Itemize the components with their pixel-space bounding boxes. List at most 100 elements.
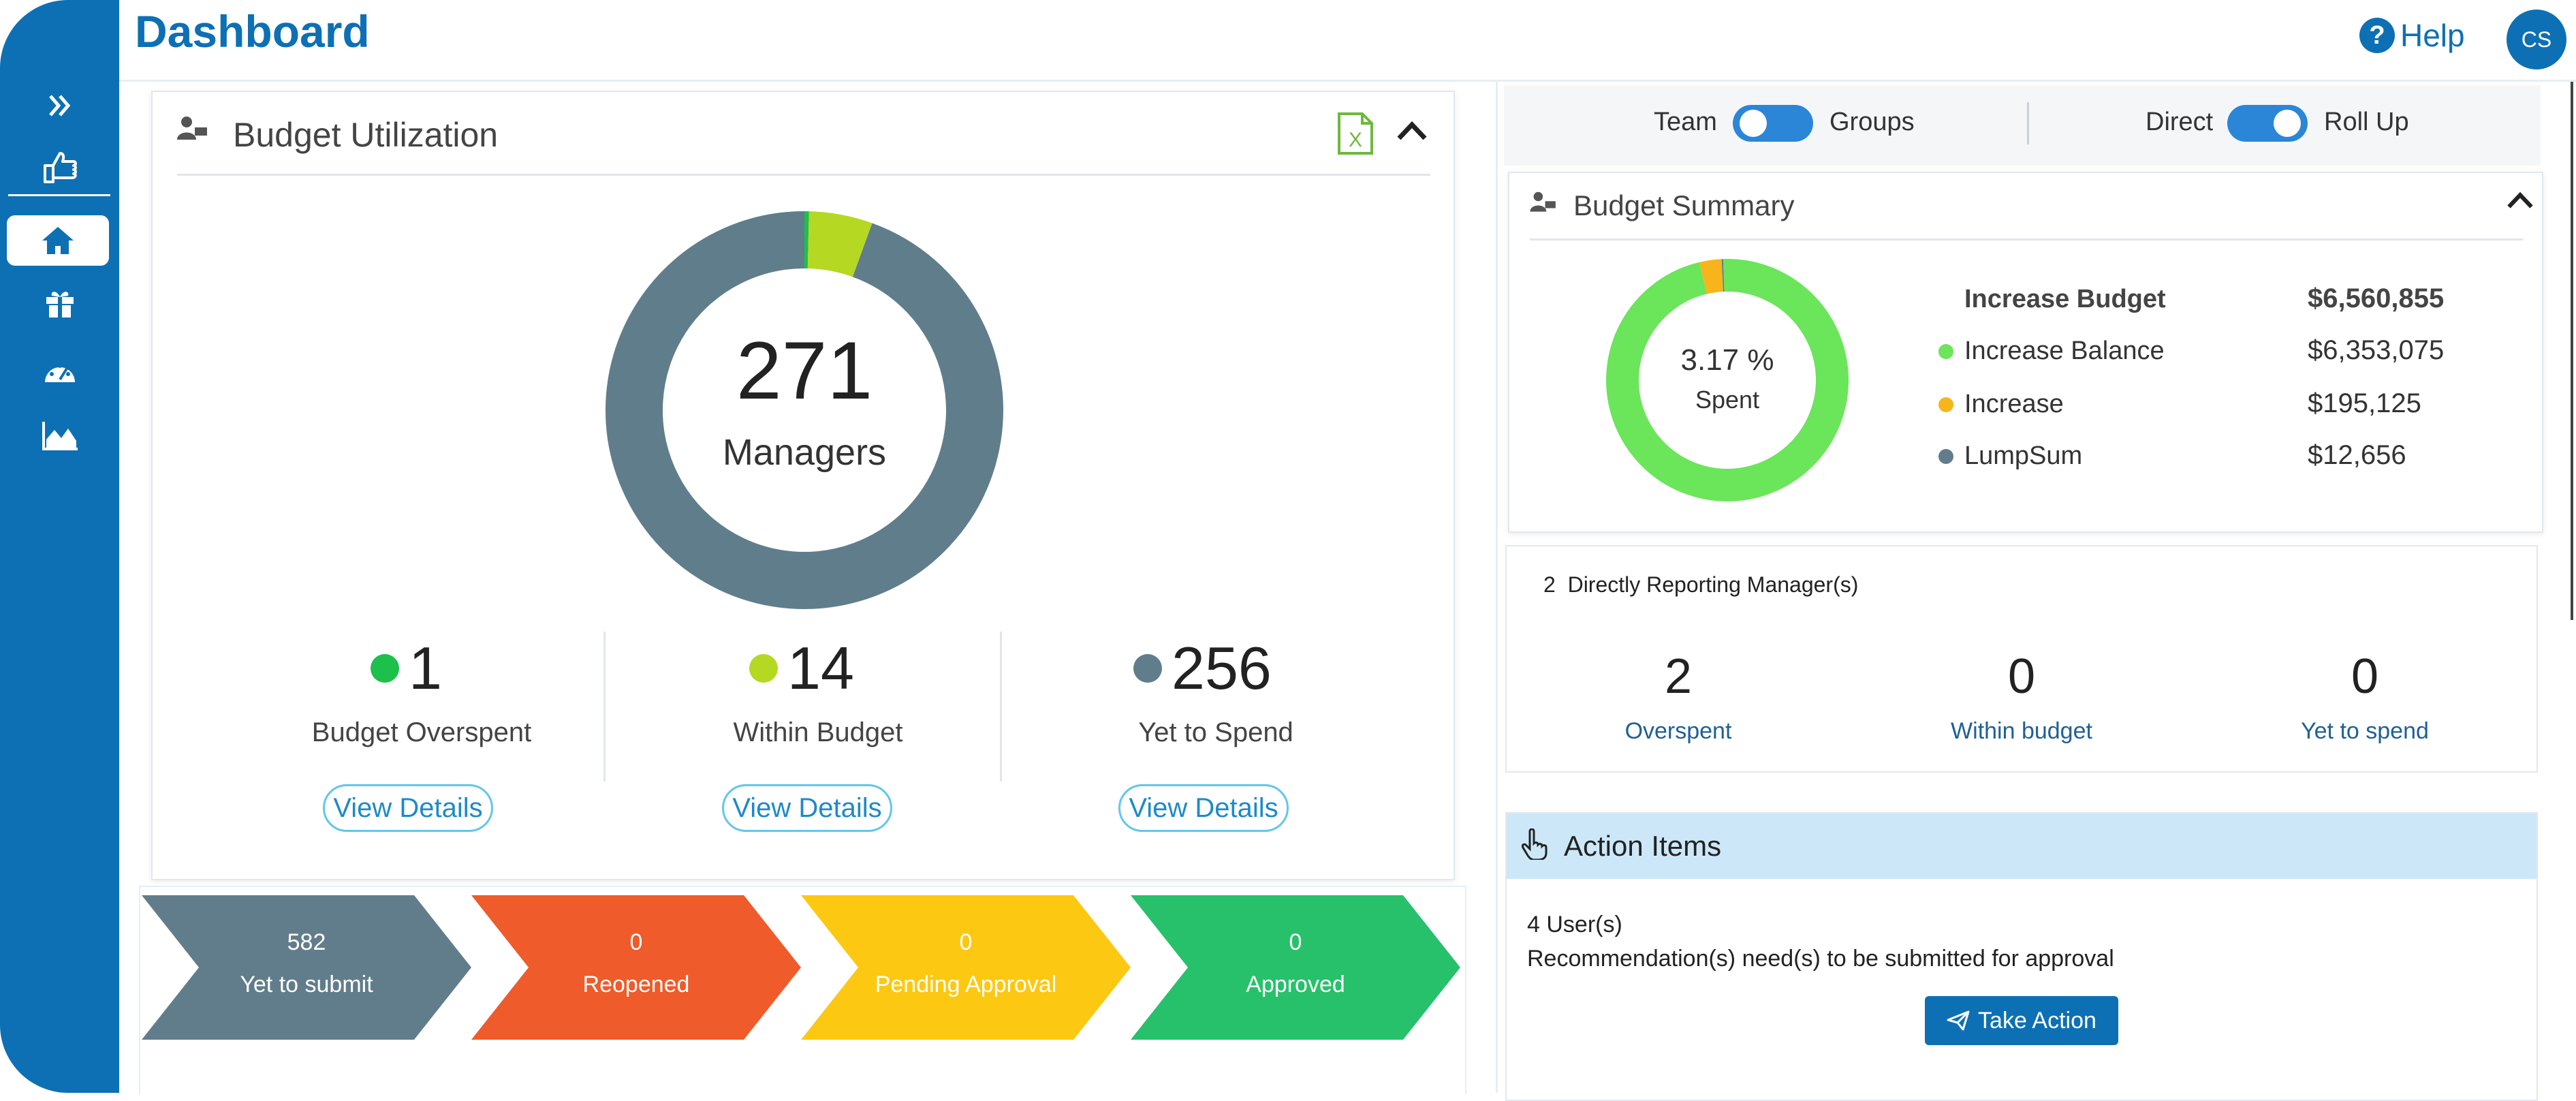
collapse-chevron-up-icon[interactable] <box>2507 191 2534 210</box>
user-money-icon <box>177 115 208 142</box>
team-label: Team <box>1654 108 1717 137</box>
action-message: Recommendation(s) need(s) to be submitte… <box>1527 946 2114 972</box>
legend-label: LumpSum <box>1964 441 2082 471</box>
budget-utilization-title: Budget Utilization <box>233 115 498 155</box>
sidebar-item-rewards[interactable] <box>0 283 119 324</box>
scrollbar[interactable] <box>2571 82 2573 620</box>
direct-reports-card: 2 Directly Reporting Manager(s) 2 Oversp… <box>1505 545 2538 773</box>
increase-budget-label: Increase Budget <box>1964 285 2166 314</box>
action-items-title: Action Items <box>1564 830 1721 863</box>
card-divider <box>177 174 1430 176</box>
overspent-view-details-button[interactable]: View Details <box>323 784 493 832</box>
yet-to-spend-view-details-button[interactable]: View Details <box>1118 784 1289 832</box>
thumbs-up-hand-icon[interactable] <box>0 143 119 191</box>
stat-divider <box>1000 632 1002 781</box>
overspent-value: 1 <box>409 634 442 703</box>
groups-label: Groups <box>1829 108 1915 137</box>
total-managers-label: Managers <box>603 431 1005 474</box>
svg-text:X: X <box>1349 129 1362 151</box>
direct-label: Direct <box>2146 108 2213 137</box>
increase-value: $195,125 <box>2308 388 2421 419</box>
toggle-divider <box>2027 102 2029 144</box>
help-link[interactable]: ? Help <box>2359 17 2465 54</box>
overspent-stat: 1 <box>371 634 442 703</box>
spent-percent: 3.17 % <box>1605 343 1850 377</box>
question-icon: ? <box>2359 18 2395 53</box>
yet-to-spend-value: 256 <box>1172 634 1272 703</box>
workflow-count: 0 <box>1131 929 1460 956</box>
direct-reports-title: Directly Reporting Manager(s) <box>1568 572 1859 597</box>
take-action-button[interactable]: Take Action <box>1925 996 2118 1045</box>
legend-dot <box>1938 449 1953 464</box>
direct-reports-count: 2 <box>1543 572 1556 597</box>
sidebar <box>0 0 119 1093</box>
yet-to-spend-dot <box>1133 654 1162 683</box>
sidebar-item-dashboard[interactable] <box>0 351 119 392</box>
yet-to-spend-label: Yet to Spend <box>1076 717 1355 748</box>
pointer-hand-icon <box>1522 828 1549 860</box>
workflow-count: 582 <box>142 929 471 956</box>
legend-lumpsum: LumpSum <box>1938 441 2082 471</box>
direct-yet-to-spend-value: 0 <box>2229 649 2501 704</box>
action-items-card: Action Items 4 User(s) Recommendation(s)… <box>1505 812 2538 1101</box>
sidebar-item-home[interactable] <box>7 215 109 266</box>
increase-budget-value: $6,560,855 <box>2308 283 2444 314</box>
team-groups-toggle[interactable] <box>1733 105 1813 142</box>
collapse-chevron-up-icon[interactable] <box>1396 121 1428 141</box>
sidebar-item-analytics[interactable] <box>0 416 119 456</box>
user-money-icon <box>1530 191 1557 214</box>
legend-increase: Increase <box>1938 390 2064 419</box>
area-chart-icon <box>41 420 79 452</box>
toggle-knob <box>2274 110 2301 137</box>
direct-overspent-value: 2 <box>1542 649 1815 704</box>
help-label: Help <box>2400 17 2465 54</box>
budget-summary-card: Budget Summary 3.17 % Spent Increase Bud… <box>1508 172 2543 533</box>
within-budget-label: Within Budget <box>678 717 958 748</box>
legend-dot <box>1938 397 1953 412</box>
roll-up-label: Roll Up <box>2324 108 2409 137</box>
header-divider <box>119 80 2576 82</box>
excel-export-icon[interactable]: X <box>1338 112 1373 155</box>
double-chevron-right-icon[interactable] <box>0 85 119 126</box>
sidebar-separator <box>8 194 110 196</box>
direct-yet-to-spend-label[interactable]: Yet to spend <box>2229 718 2501 745</box>
card-divider <box>1530 238 2523 241</box>
budget-summary-title: Budget Summary <box>1573 189 1794 222</box>
budget-utilization-card: Budget Utilization X 271 Managers 1 Budg… <box>151 91 1455 880</box>
yet-to-spend-stat: 256 <box>1133 634 1272 703</box>
page-title: Dashboard <box>135 5 370 57</box>
direct-within-budget-value: 0 <box>1885 649 2158 704</box>
lumpsum-value: $12,656 <box>2308 440 2406 471</box>
increase-balance-value: $6,353,075 <box>2308 335 2444 366</box>
legend-label: Increase <box>1964 390 2064 419</box>
stat-divider <box>603 632 606 781</box>
within-budget-dot <box>749 654 778 683</box>
legend-label: Increase Balance <box>1964 337 2165 366</box>
home-icon <box>41 226 75 255</box>
donut-slice-increase-balance <box>1622 275 1832 485</box>
paper-plane-icon <box>1947 1010 1970 1031</box>
donut-slice-increase <box>1703 275 1722 278</box>
workflow-count: 0 <box>471 929 801 956</box>
donut-slice-within-budget <box>808 240 862 250</box>
overspent-label: Budget Overspent <box>282 717 561 748</box>
legend-increase-balance: Increase Balance <box>1938 337 2165 366</box>
gauge-icon <box>42 356 78 386</box>
workflow-count: 0 <box>801 929 1131 956</box>
column-divider <box>1496 82 1498 1093</box>
toggle-knob <box>1740 110 1767 137</box>
within-budget-stat: 14 <box>749 634 854 703</box>
take-action-label: Take Action <box>1978 1008 2096 1034</box>
spent-label: Spent <box>1605 386 1850 414</box>
direct-reports-header: 2 Directly Reporting Manager(s) <box>1543 572 1858 598</box>
budget-summary-donut <box>1605 258 1850 503</box>
direct-within-budget-label[interactable]: Within budget <box>1885 718 2158 745</box>
avatar[interactable]: CS <box>2507 10 2566 69</box>
direct-overspent-label[interactable]: Overspent <box>1542 718 1815 745</box>
within-budget-value: 14 <box>787 634 854 703</box>
within-budget-view-details-button[interactable]: View Details <box>722 784 892 832</box>
direct-rollup-toggle[interactable] <box>2227 105 2308 142</box>
total-managers-value: 271 <box>603 324 1005 418</box>
gift-icon <box>44 288 76 319</box>
legend-dot <box>1938 344 1953 359</box>
